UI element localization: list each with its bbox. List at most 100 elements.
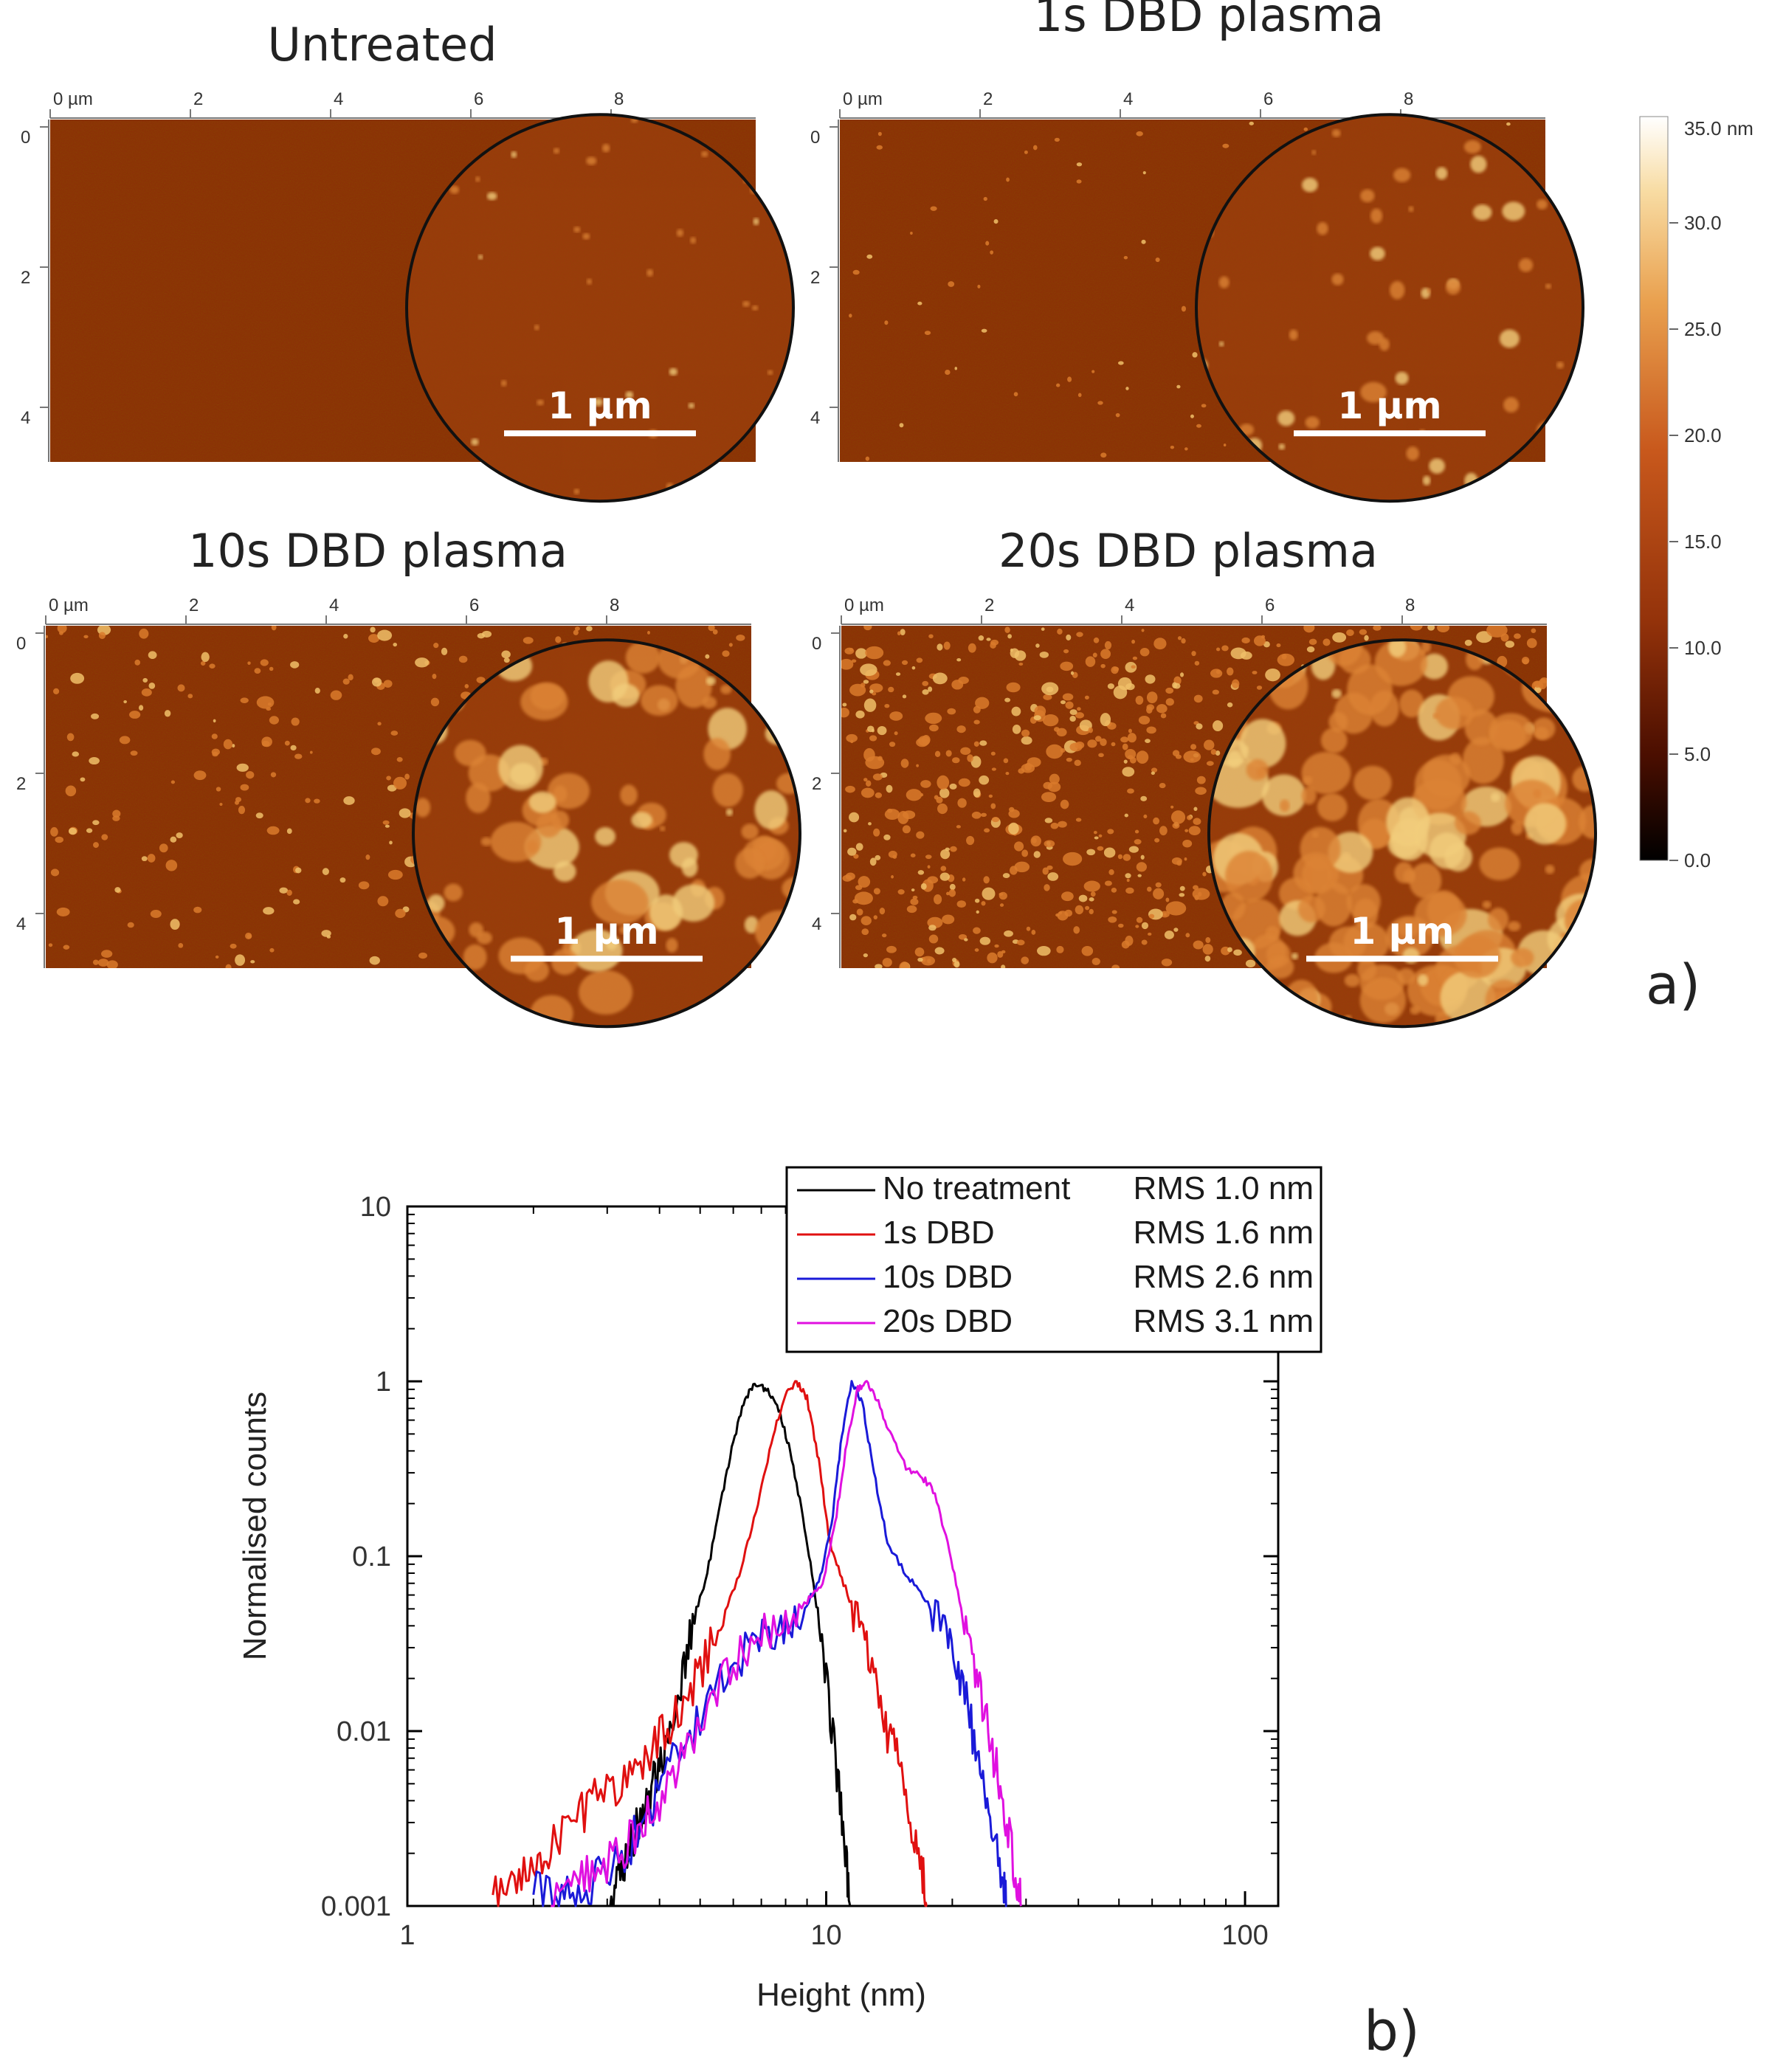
afm-grain xyxy=(150,909,162,919)
afm-grain xyxy=(1032,145,1038,151)
afm-grain xyxy=(956,825,962,829)
afm-grain xyxy=(1094,836,1099,840)
afm-grain xyxy=(1008,822,1019,835)
afm-grain xyxy=(1182,840,1193,848)
afm-panel-10s: 10s DBD plasma 0 µm 2 4 6 8 0 2 4 1 µm xyxy=(16,524,801,1029)
afm-grain xyxy=(1021,849,1029,857)
afm-grain xyxy=(922,680,929,686)
afm-grain xyxy=(232,744,235,748)
afm-grain xyxy=(1122,767,1135,777)
afm-grain xyxy=(1041,682,1059,696)
afm-grain xyxy=(148,651,157,660)
afm-grain xyxy=(1005,771,1010,776)
afm-grain xyxy=(1054,137,1060,142)
afm-grain xyxy=(100,950,113,958)
afm-grain xyxy=(343,796,355,805)
afm-zoom-grain xyxy=(463,944,487,970)
afm-grain xyxy=(399,808,411,818)
afm-zoom-grain xyxy=(620,784,638,806)
afm-x-tick-label: 2 xyxy=(983,89,993,109)
y-tick-label: 0.01 xyxy=(337,1716,391,1747)
afm-grain xyxy=(1183,750,1201,763)
afm-grain xyxy=(138,705,144,711)
afm-grain xyxy=(1241,637,1250,643)
afm-grain xyxy=(368,634,380,643)
afm-grain xyxy=(1170,445,1175,449)
afm-grain xyxy=(1155,257,1160,263)
afm-grain xyxy=(106,960,118,968)
afm-grain xyxy=(377,629,393,641)
afm-grain xyxy=(964,938,968,942)
afm-zoom-grain xyxy=(1578,804,1596,839)
afm-grain xyxy=(1147,932,1152,936)
afm-zoom-grain xyxy=(1278,443,1286,450)
legend-rms: RMS 3.1 nm xyxy=(1133,1303,1314,1339)
afm-zoom-grain xyxy=(1239,719,1286,768)
afm-grain xyxy=(314,798,320,804)
afm-axes: 0 µm 2 4 6 8 0 2 4 xyxy=(21,89,756,462)
afm-zoom-grain xyxy=(1394,862,1414,883)
afm-grain xyxy=(139,628,149,639)
afm-grain xyxy=(1091,370,1095,373)
afm-grain xyxy=(1069,709,1077,716)
afm-grain xyxy=(925,712,942,725)
afm-grain xyxy=(1142,171,1146,175)
afm-grain xyxy=(1135,695,1144,705)
afm-zoom-grain xyxy=(625,391,634,399)
afm-grain xyxy=(920,883,927,890)
afm-grain xyxy=(852,269,860,275)
afm-grain xyxy=(114,887,121,893)
afm-grain xyxy=(1373,626,1382,631)
afm-grain xyxy=(966,835,975,846)
afm-grain xyxy=(973,927,981,934)
afm-grain xyxy=(574,626,580,631)
afm-grain xyxy=(1058,821,1067,828)
afm-axes: 0 µm 2 4 6 8 0 2 4 xyxy=(810,89,1545,462)
afm-grain xyxy=(1135,925,1139,928)
afm-grain xyxy=(1046,865,1053,870)
afm-grain xyxy=(897,889,905,895)
afm-grain xyxy=(142,677,148,683)
afm-grain xyxy=(1070,671,1075,675)
afm-grain xyxy=(286,889,292,896)
afm-grain xyxy=(255,812,263,819)
colorbar-gradient xyxy=(1639,116,1669,861)
afm-grain xyxy=(916,831,925,839)
afm-grain xyxy=(1081,945,1094,956)
afm-grain xyxy=(1128,728,1132,733)
afm-zoom-grain xyxy=(1279,799,1290,812)
afm-grain xyxy=(223,739,233,750)
afm-grain xyxy=(294,753,303,759)
afm-grain xyxy=(1078,894,1088,902)
afm-grain xyxy=(860,663,877,677)
afm-grain xyxy=(957,798,967,808)
afm-zoom-grain xyxy=(573,227,581,233)
afm-grain xyxy=(1249,121,1254,125)
afm-grain xyxy=(934,795,939,800)
afm-grain xyxy=(164,710,171,717)
afm-zoom-grain xyxy=(1413,812,1466,858)
afm-grain xyxy=(50,868,60,877)
afm-zoom-grain xyxy=(690,237,697,244)
afm-grain xyxy=(219,802,223,807)
afm-grain xyxy=(119,736,131,745)
afm-zoom-grain xyxy=(625,641,661,674)
afm-grain xyxy=(395,908,406,919)
afm-grain xyxy=(1181,638,1186,644)
afm-grain xyxy=(83,635,89,639)
afm-zoom-grain xyxy=(1289,1021,1300,1027)
afm-grain xyxy=(1221,645,1229,652)
afm-grain xyxy=(477,633,486,639)
afm-grain xyxy=(1123,759,1128,764)
afm-grain xyxy=(1202,944,1213,955)
afm-zoom-grain xyxy=(1427,288,1431,293)
afm-grain xyxy=(523,637,534,644)
afm-grain xyxy=(1137,874,1142,877)
afm-grain xyxy=(863,698,877,712)
afm-zoom-grain xyxy=(1429,458,1445,474)
afm-grain xyxy=(123,700,127,704)
afm-grain xyxy=(212,751,218,757)
afm-grain xyxy=(1031,930,1036,935)
afm-y-tick-label: 0 xyxy=(16,634,26,654)
afm-grain xyxy=(853,854,859,859)
